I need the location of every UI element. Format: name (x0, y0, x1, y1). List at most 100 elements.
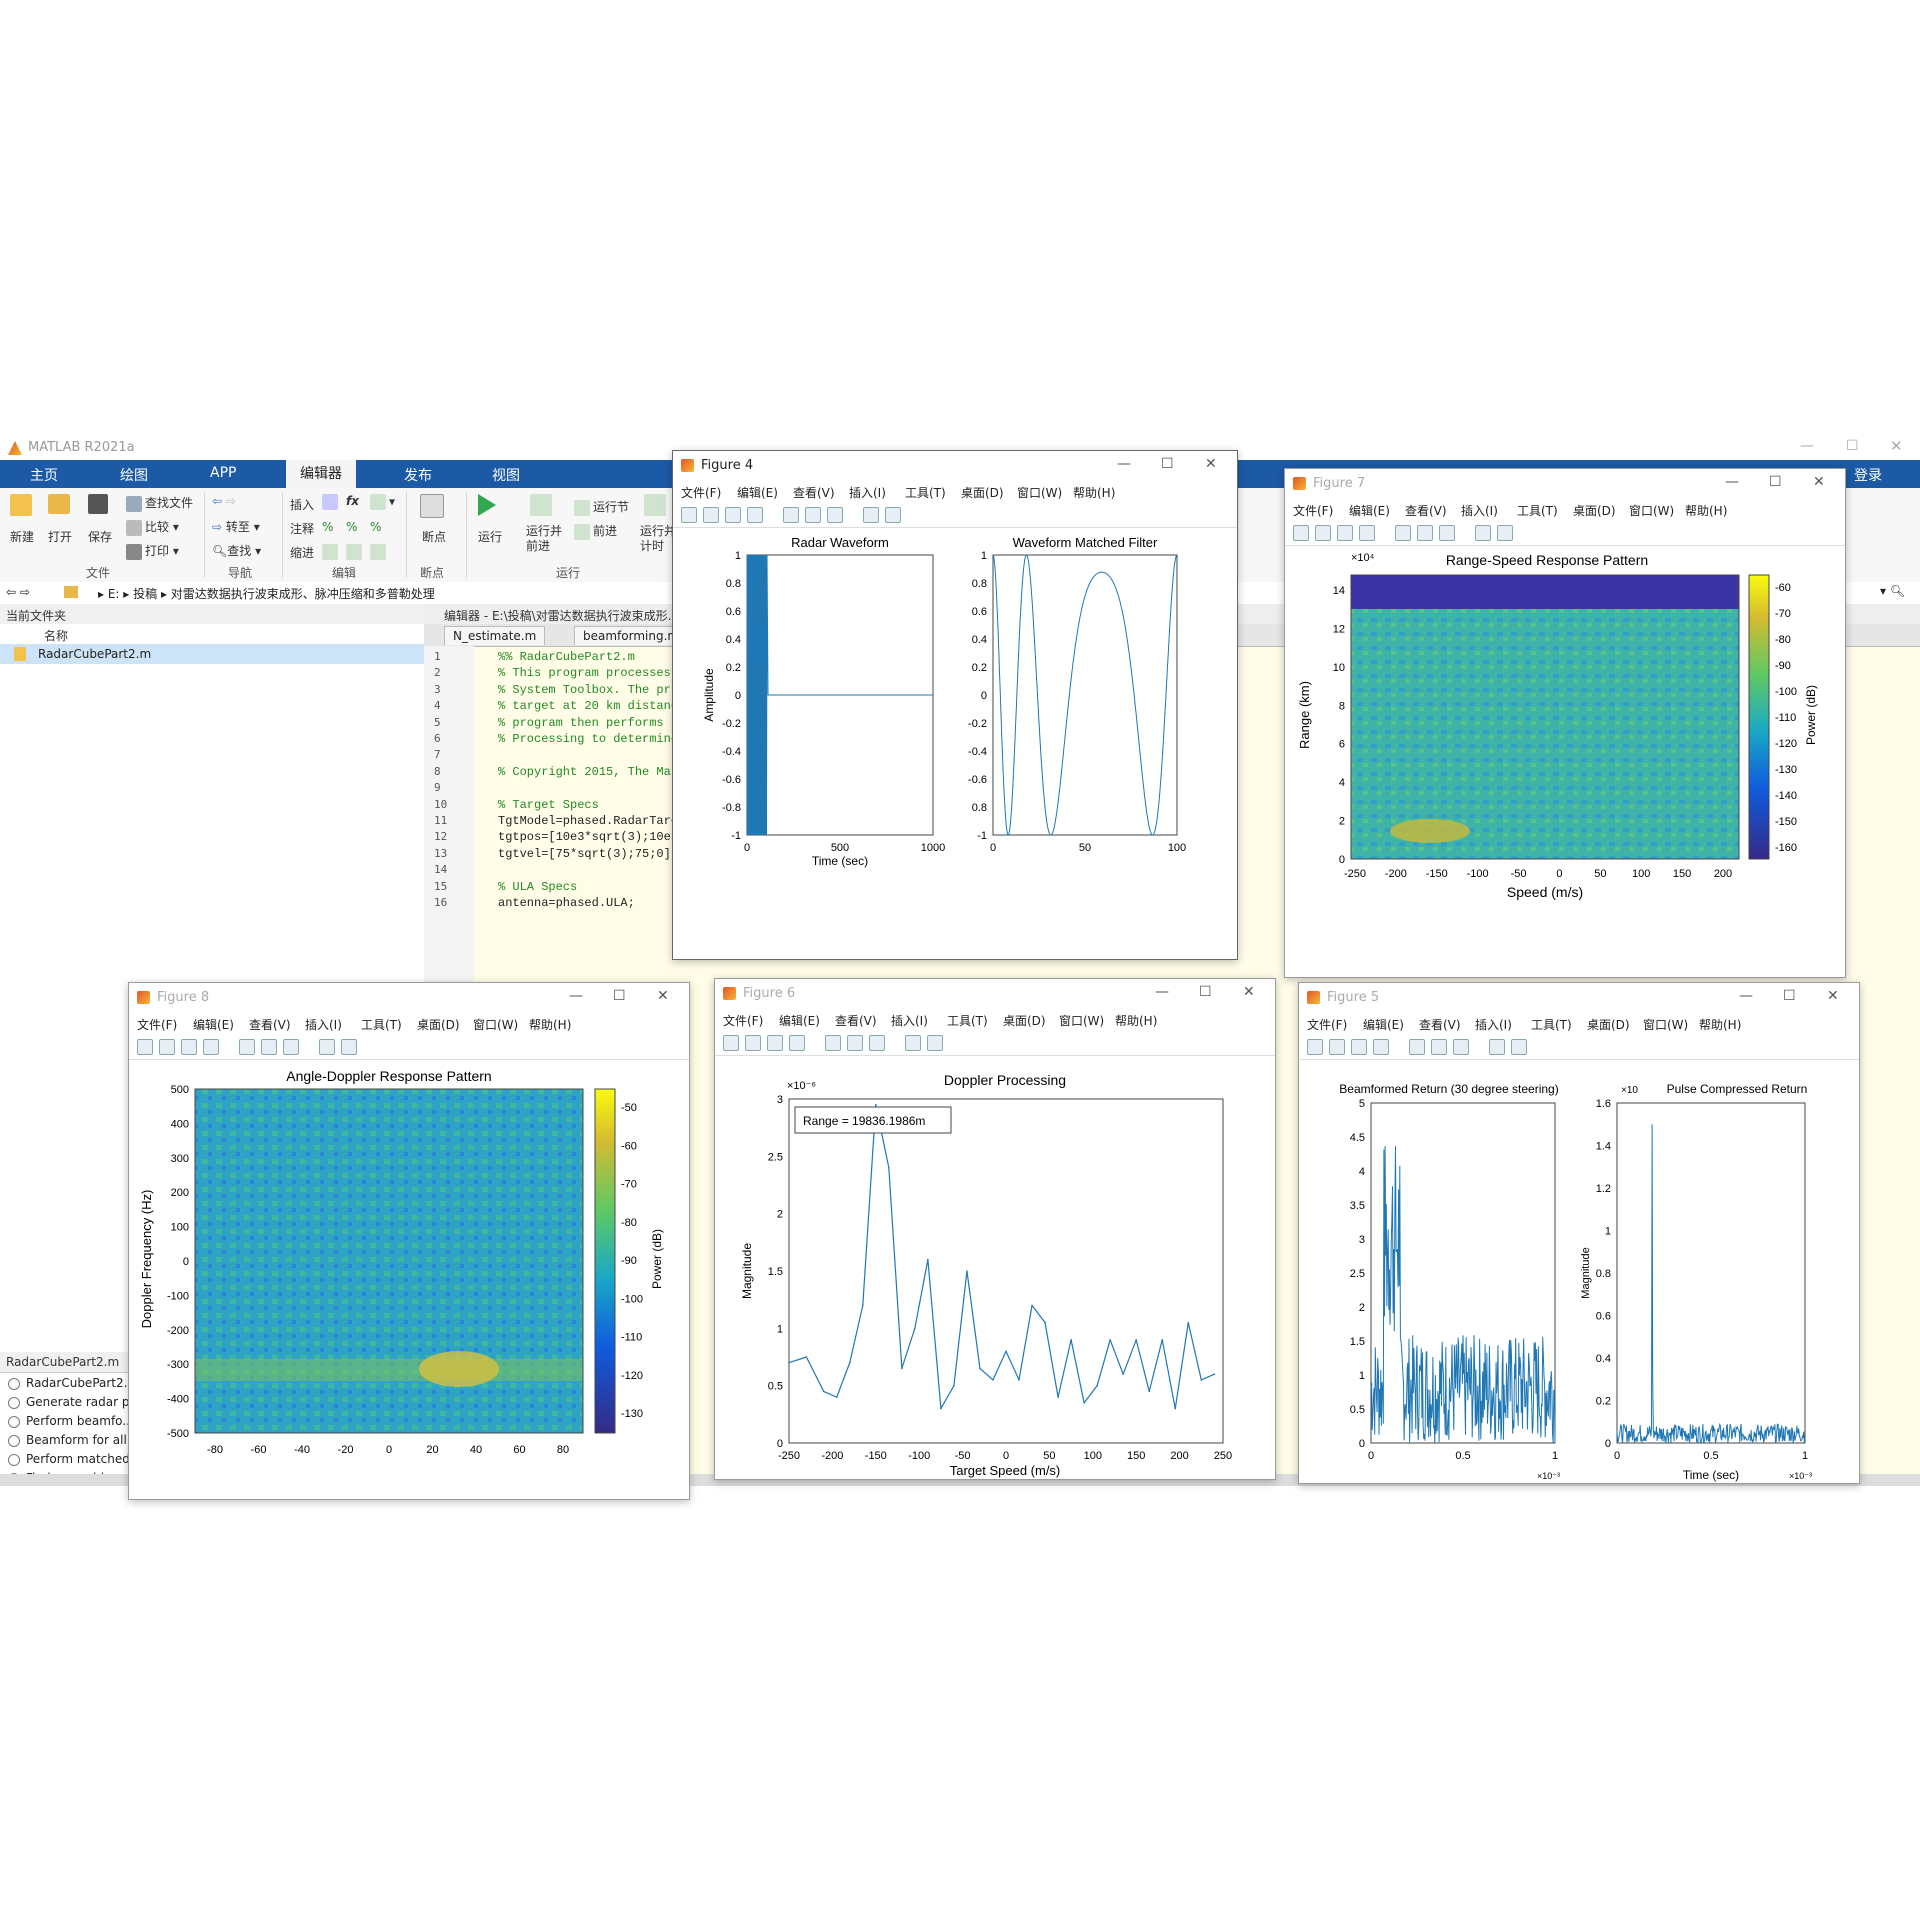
figure-menu-item[interactable]: 查看(V) (1405, 504, 1447, 518)
details-list-item[interactable]: Perform matched... (8, 1452, 141, 1466)
pointer-icon[interactable] (905, 1035, 921, 1051)
colorbar-icon[interactable] (261, 1039, 277, 1055)
legend-icon[interactable] (283, 1039, 299, 1055)
property-icon[interactable] (927, 1035, 943, 1051)
find-button[interactable]: 🔍︎查找 ▾ (212, 544, 262, 558)
close-icon[interactable]: ✕ (1890, 437, 1903, 455)
maximize-icon[interactable]: ☐ (1199, 984, 1212, 1000)
figure-menu-item[interactable]: 窗口(W) (1017, 486, 1063, 500)
breadcrumb[interactable]: ▸ E: ▸ 投稿 ▸ 对雷达数据执行波束成形、脉冲压缩和多普勒处理 (98, 587, 435, 601)
minimize-icon[interactable]: — (1739, 988, 1753, 1004)
close-icon[interactable]: ✕ (1827, 988, 1839, 1004)
code-line[interactable]: % ULA Specs (498, 879, 578, 894)
save-icon[interactable] (1337, 525, 1353, 541)
open-file-icon[interactable] (745, 1035, 761, 1051)
tab-publish[interactable]: 发布 (404, 468, 432, 484)
file-list-item[interactable]: RadarCubePart2.m (0, 644, 424, 664)
details-list-item[interactable]: Perform beamfo... (8, 1414, 134, 1428)
figure-menu-item[interactable]: 插入(I) (891, 1014, 928, 1028)
save-icon[interactable] (767, 1035, 783, 1051)
tab-view[interactable]: 视图 (492, 468, 520, 484)
pointer-icon[interactable] (319, 1039, 335, 1055)
figure-menu-item[interactable]: 桌面(D) (417, 1018, 460, 1032)
open-file-icon[interactable] (1329, 1039, 1345, 1055)
back-forward-buttons[interactable]: ⇦ ⇨ (212, 494, 236, 508)
property-icon[interactable] (1497, 525, 1513, 541)
run-advance-button[interactable] (530, 494, 555, 516)
link-icon[interactable] (1409, 1039, 1425, 1055)
new-figure-icon[interactable] (137, 1039, 153, 1055)
maximize-icon[interactable]: ☐ (1846, 438, 1859, 454)
tab-editor[interactable]: 编辑器 (286, 460, 356, 488)
minimize-icon[interactable]: — (1117, 456, 1131, 472)
print-icon[interactable] (203, 1039, 219, 1055)
figure-menu-item[interactable]: 插入(I) (1461, 504, 1498, 518)
figure-menu-item[interactable]: 文件(F) (1307, 1018, 1348, 1032)
find-files-button[interactable]: 查找文件 (126, 494, 193, 512)
maximize-icon[interactable]: ☐ (1161, 456, 1174, 472)
legend-icon[interactable] (1439, 525, 1455, 541)
figure-menu-item[interactable]: 桌面(D) (1587, 1018, 1630, 1032)
open-button[interactable] (48, 494, 73, 514)
colorbar-icon[interactable] (1431, 1039, 1447, 1055)
fx-button[interactable]: fx (346, 494, 359, 508)
run-section-button[interactable]: 运行节 (574, 498, 629, 516)
editor-tab[interactable]: N_estimate.m (444, 626, 546, 645)
code-line[interactable]: % target at 20 km distanc (498, 699, 679, 714)
figure-menu-item[interactable]: 工具(T) (905, 486, 946, 500)
link-icon[interactable] (1395, 525, 1411, 541)
figure-menu-item[interactable]: 编辑(E) (779, 1014, 820, 1028)
open-file-icon[interactable] (1315, 525, 1331, 541)
maximize-icon[interactable]: ☐ (613, 988, 626, 1004)
print-icon[interactable] (1373, 1039, 1389, 1055)
tab-apps[interactable]: APP (210, 465, 237, 481)
nav-back-icon[interactable]: ⇦ ⇨ (6, 585, 30, 599)
figure-menu-item[interactable]: 查看(V) (835, 1014, 877, 1028)
figure-menu-item[interactable]: 窗口(W) (1643, 1018, 1689, 1032)
open-file-icon[interactable] (159, 1039, 175, 1055)
indent-icon[interactable] (346, 544, 365, 560)
code-line[interactable]: tgtvel=[75*sqrt(3);75;0]; (498, 846, 679, 861)
figure-menu-item[interactable]: 插入(I) (849, 486, 886, 500)
print-button[interactable]: 打印 ▾ (126, 542, 179, 560)
maximize-icon[interactable]: ☐ (1783, 988, 1796, 1004)
new-figure-icon[interactable] (723, 1035, 739, 1051)
minimize-icon[interactable]: — (1155, 984, 1169, 1000)
advance-button[interactable]: 前进 (574, 522, 617, 540)
figure-menu-item[interactable]: 窗口(W) (1629, 504, 1675, 518)
login-button[interactable]: 登录 (1854, 468, 1882, 484)
insert-function-icon[interactable]: ▾ (370, 494, 395, 510)
link-icon[interactable] (239, 1039, 255, 1055)
figure-menu-item[interactable]: 文件(F) (1293, 504, 1334, 518)
figure-menu-item[interactable]: 帮助(H) (1073, 486, 1116, 500)
breakpoints-button[interactable] (420, 494, 447, 518)
figure-menu-item[interactable]: 插入(I) (305, 1018, 342, 1032)
code-line[interactable]: % This program processes (498, 666, 671, 681)
tab-home[interactable]: 主页 (30, 468, 58, 484)
colorbar-icon[interactable] (847, 1035, 863, 1051)
colorbar-icon[interactable] (805, 507, 821, 523)
print-icon[interactable] (1359, 525, 1375, 541)
figure-menu-item[interactable]: 工具(T) (947, 1014, 988, 1028)
new-figure-icon[interactable] (681, 507, 697, 523)
minimize-icon[interactable]: — (1800, 438, 1814, 454)
legend-icon[interactable] (827, 507, 843, 523)
figure-menu-item[interactable]: 文件(F) (137, 1018, 178, 1032)
code-line[interactable]: % Processing to determine (498, 732, 679, 746)
property-icon[interactable] (885, 507, 901, 523)
code-line[interactable]: TgtModel=phased.RadarTarg (498, 814, 679, 828)
tab-plots[interactable]: 绘图 (120, 468, 148, 484)
address-search-icon[interactable]: ▾ 🔍︎ (1880, 584, 1906, 598)
minimize-icon[interactable]: — (1725, 474, 1739, 490)
figure-menu-item[interactable]: 桌面(D) (1003, 1014, 1046, 1028)
colorbar-icon[interactable] (1417, 525, 1433, 541)
close-icon[interactable]: ✕ (1813, 474, 1825, 490)
indent-button[interactable]: 缩进 (290, 546, 315, 560)
save-icon[interactable] (181, 1039, 197, 1055)
uncomment-icon[interactable]: % (346, 520, 358, 534)
maximize-icon[interactable]: ☐ (1769, 474, 1782, 490)
print-icon[interactable] (789, 1035, 805, 1051)
close-icon[interactable]: ✕ (1205, 456, 1217, 472)
figure-menu-item[interactable]: 编辑(E) (1349, 504, 1390, 518)
wrap-comment-icon[interactable]: % (370, 520, 382, 534)
